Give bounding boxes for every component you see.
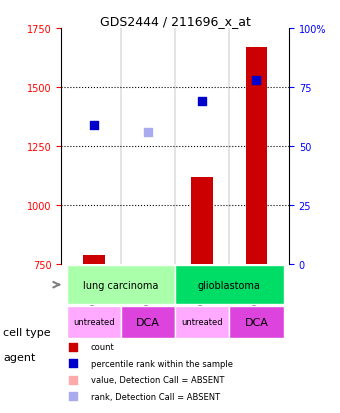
Text: count: count <box>91 342 115 351</box>
Text: rank, Detection Call = ABSENT: rank, Detection Call = ABSENT <box>91 392 220 401</box>
Text: untreated: untreated <box>73 317 115 326</box>
FancyBboxPatch shape <box>230 306 284 338</box>
Point <box>70 343 75 350</box>
Text: DCA: DCA <box>244 317 268 327</box>
Text: agent: agent <box>3 352 36 362</box>
Text: value, Detection Call = ABSENT: value, Detection Call = ABSENT <box>91 375 224 385</box>
Point <box>70 393 75 400</box>
Bar <box>191 178 213 265</box>
FancyBboxPatch shape <box>121 306 175 338</box>
FancyBboxPatch shape <box>175 306 230 338</box>
Text: DCA: DCA <box>136 317 160 327</box>
Text: cell type: cell type <box>3 328 51 337</box>
Point <box>70 377 75 383</box>
Text: glioblastoma: glioblastoma <box>198 280 261 290</box>
Text: lung carcinoma: lung carcinoma <box>83 280 158 290</box>
Point <box>200 99 205 105</box>
Text: percentile rank within the sample: percentile rank within the sample <box>91 359 233 368</box>
Point <box>70 360 75 367</box>
FancyBboxPatch shape <box>175 266 284 304</box>
FancyBboxPatch shape <box>67 266 175 304</box>
Point <box>91 122 97 129</box>
Text: untreated: untreated <box>182 317 223 326</box>
Bar <box>83 255 105 265</box>
Bar <box>245 48 267 265</box>
FancyBboxPatch shape <box>67 306 121 338</box>
Point <box>145 129 151 136</box>
Point <box>254 78 259 84</box>
Title: GDS2444 / 211696_x_at: GDS2444 / 211696_x_at <box>100 15 251 28</box>
